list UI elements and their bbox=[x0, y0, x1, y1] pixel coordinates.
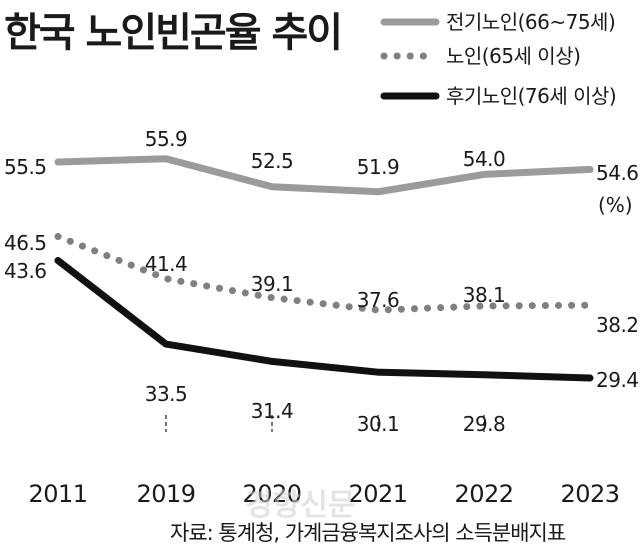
x-axis-ticks: 2011 2019 2020 2021 2022 2023 bbox=[28, 480, 620, 508]
data-label-s2-2021: 30.1 bbox=[357, 412, 400, 436]
legend-label-0: 전기노인(66~75세) bbox=[446, 10, 615, 34]
x-tick-2011: 2011 bbox=[28, 480, 87, 508]
x-tick-2019: 2019 bbox=[136, 480, 195, 508]
data-label-s2-2020: 31.4 bbox=[251, 399, 294, 423]
data-label-s2-2011: 43.6 bbox=[4, 259, 47, 283]
data-label-s1-2019: 41.4 bbox=[145, 252, 188, 276]
data-label-s0-2022: 54.0 bbox=[463, 147, 506, 171]
data-label-s0-2011: 55.5 bbox=[4, 155, 47, 179]
data-label-s0-2023: 54.6 bbox=[596, 161, 639, 185]
data-label-s0-2021: 51.9 bbox=[357, 155, 400, 179]
source-note: 자료: 통계청, 가계금융복지조사의 소득분배지표 bbox=[170, 521, 566, 545]
unit-label: (%) bbox=[598, 193, 633, 217]
data-label-s2-2019: 33.5 bbox=[145, 382, 188, 406]
series-line-0 bbox=[54, 155, 594, 196]
legend: 전기노인(66~75세) 노인(65세 이상) 후기노인(76세 이상) bbox=[380, 10, 617, 108]
data-label-s1-2023: 38.2 bbox=[596, 313, 639, 337]
grid bbox=[165, 415, 485, 432]
data-label-s1-2021: 37.6 bbox=[357, 288, 400, 312]
data-label-s0-2020: 52.5 bbox=[251, 149, 294, 173]
value-labels: 55.5 55.9 52.5 51.9 54.0 54.6 46.5 41.4 39.1 37.6… bbox=[4, 127, 639, 436]
data-label-s1-2011: 46.5 bbox=[4, 231, 47, 255]
data-label-s2-2022: 29.8 bbox=[463, 412, 506, 436]
series-lines bbox=[54, 155, 594, 382]
legend-label-1: 노인(65세 이상) bbox=[446, 44, 580, 68]
legend-label-2: 후기노인(76세 이상) bbox=[446, 84, 616, 108]
data-label-s2-2023: 29.4 bbox=[596, 368, 639, 392]
x-tick-2020: 2020 bbox=[242, 480, 301, 508]
data-label-s1-2020: 39.1 bbox=[251, 272, 294, 296]
x-tick-2023: 2023 bbox=[560, 480, 619, 508]
data-label-s0-2019: 55.9 bbox=[145, 127, 188, 151]
series-line-1 bbox=[54, 233, 594, 314]
chart-title: 한국 노인빈곤율 추이 bbox=[4, 10, 341, 56]
x-tick-2022: 2022 bbox=[454, 480, 513, 508]
data-label-s1-2022: 38.1 bbox=[463, 283, 506, 307]
series-line-2 bbox=[54, 257, 594, 382]
x-tick-2021: 2021 bbox=[348, 480, 407, 508]
watermark: 경향신문 bbox=[245, 488, 355, 523]
